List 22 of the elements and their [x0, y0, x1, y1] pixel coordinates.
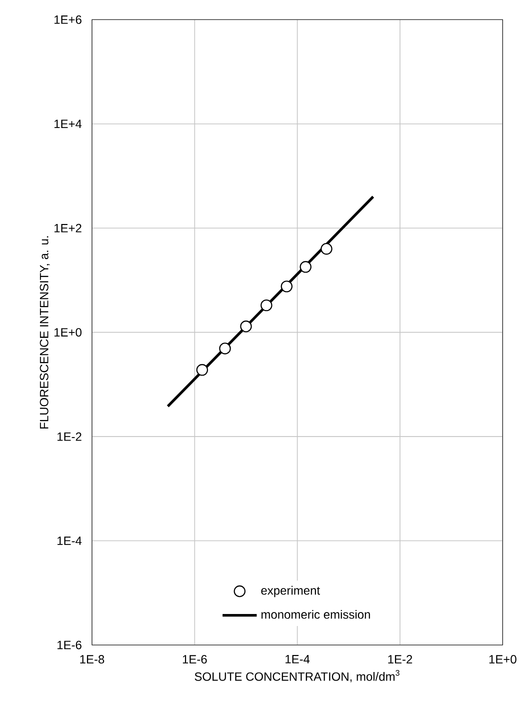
y-tick-label: 1E+2	[54, 224, 82, 232]
legend-label: experiment	[261, 586, 320, 598]
x-axis-title: SOLUTE CONCENTRATION, mol/dm$^{3}$	[194, 670, 400, 682]
point	[300, 261, 312, 273]
x-tick-label: 1E-8	[80, 655, 104, 664]
point	[240, 320, 252, 332]
y-axis-title: FLUORESCENCE INTENSITY, a. u.	[40, 236, 50, 428]
legend-label: monomeric emission	[262, 610, 370, 619]
point	[219, 342, 231, 354]
y-tick-label: 1E-2	[58, 432, 82, 441]
y-tick-label: 1E+4	[54, 120, 82, 128]
x-tick-label: 1E-6	[182, 655, 207, 664]
y-tick-label: 1E-4	[58, 536, 82, 545]
point	[260, 299, 272, 312]
y-tick-label: 1E+6	[54, 15, 82, 24]
x-tick-label: 1E-2	[388, 655, 412, 664]
y-tick-label: 1E-6	[58, 640, 82, 650]
point	[320, 242, 332, 255]
x-tick-label: 1E-4	[286, 655, 310, 664]
y-tick-label: 1E+0	[54, 328, 82, 337]
point	[280, 280, 293, 292]
x-tick-label: 1E+0	[489, 655, 516, 664]
